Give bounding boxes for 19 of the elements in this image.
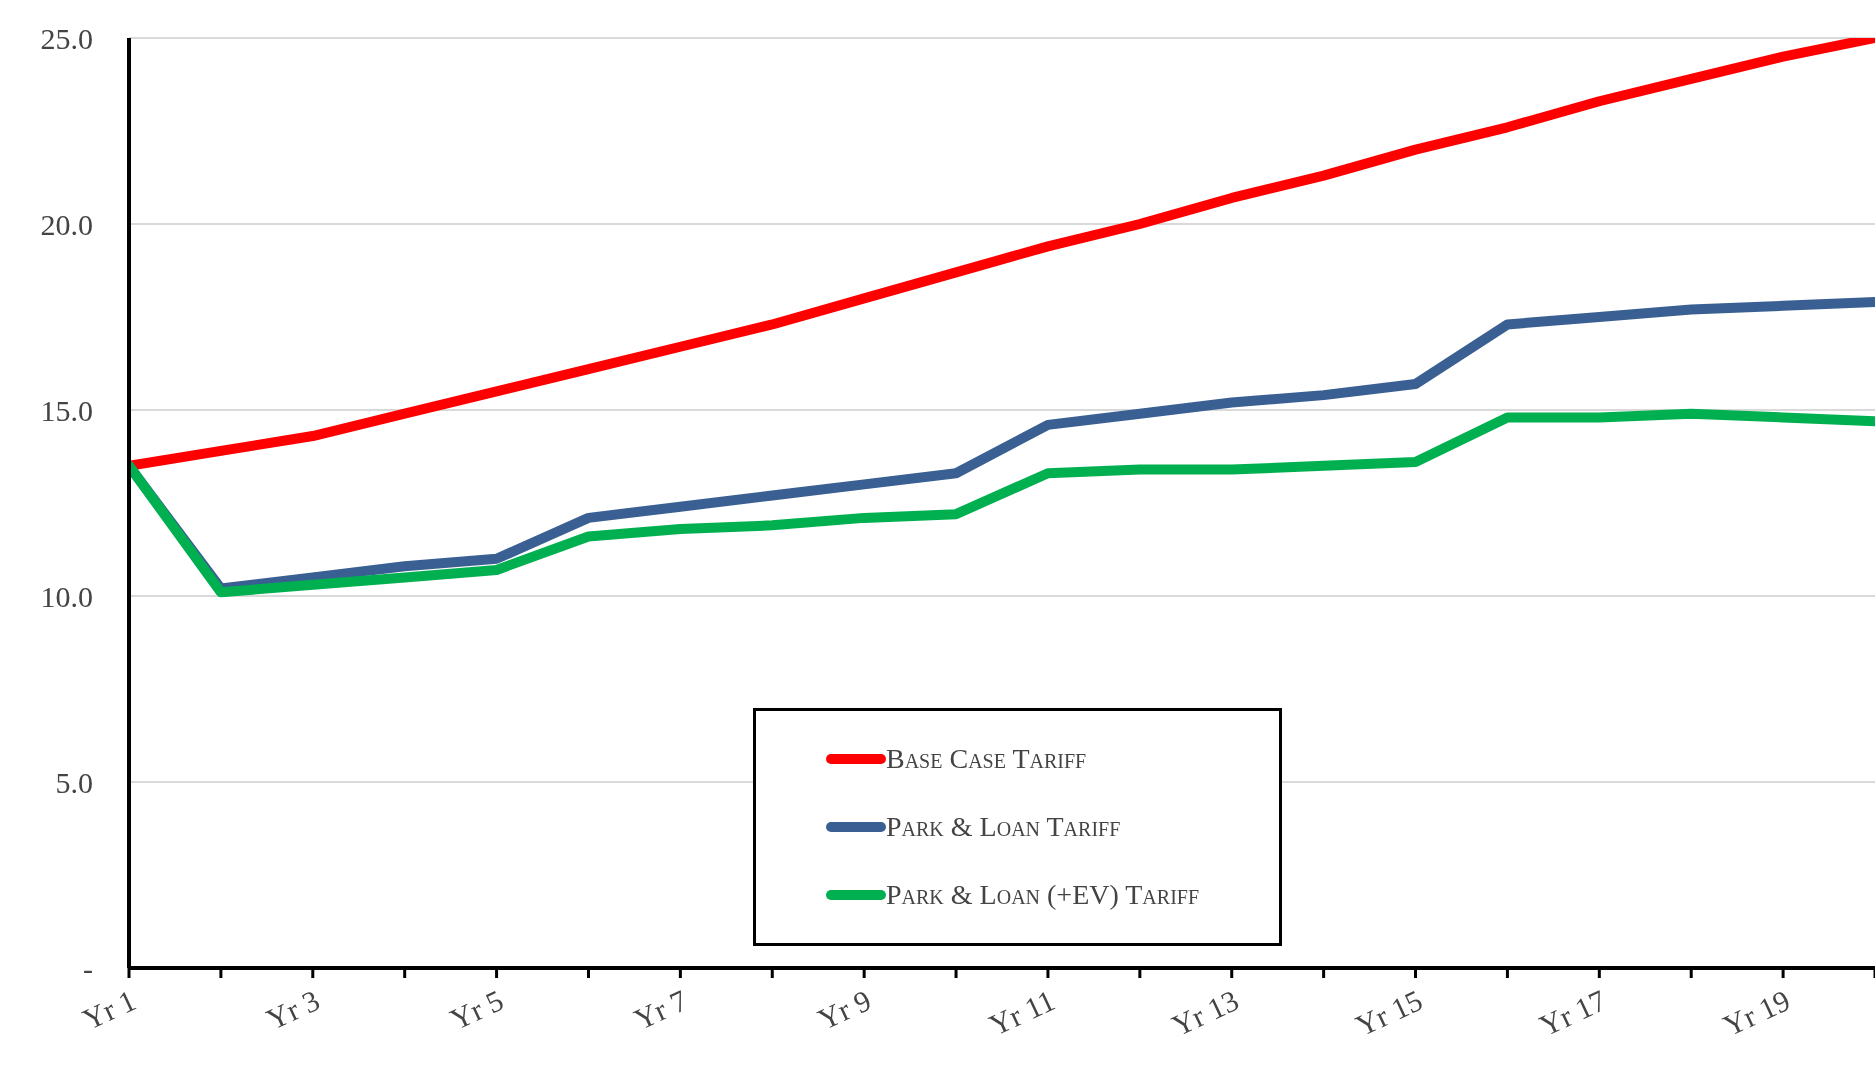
- legend-label: Base Case Tariff: [886, 743, 1087, 775]
- y-tick-label: 10.0: [40, 579, 93, 613]
- y-tick-label: -: [83, 951, 93, 985]
- x-tick-label: Yr 5: [445, 983, 509, 1036]
- y-tick-label: 25.0: [40, 21, 93, 55]
- x-tick-label: Yr 13: [1166, 983, 1244, 1043]
- x-tick-label: Yr 7: [629, 983, 693, 1036]
- legend-label: Park & Loan (+EV) Tariff: [886, 879, 1200, 911]
- y-tick-label: 20.0: [40, 207, 93, 241]
- x-tick-label: Yr 19: [1718, 983, 1795, 1043]
- legend-label: Park & Loan Tariff: [886, 811, 1121, 843]
- x-tick-label: Yr 17: [1534, 983, 1611, 1043]
- x-tick-label: Yr 1: [77, 983, 141, 1036]
- x-tick-label: Yr 11: [983, 983, 1060, 1042]
- y-tick-label: 15.0: [40, 393, 93, 427]
- x-tick-label: Yr 3: [261, 983, 325, 1036]
- x-tick-label: Yr 15: [1350, 983, 1428, 1043]
- y-tick-label: 5.0: [55, 765, 93, 799]
- x-tick-label: Yr 9: [812, 983, 876, 1036]
